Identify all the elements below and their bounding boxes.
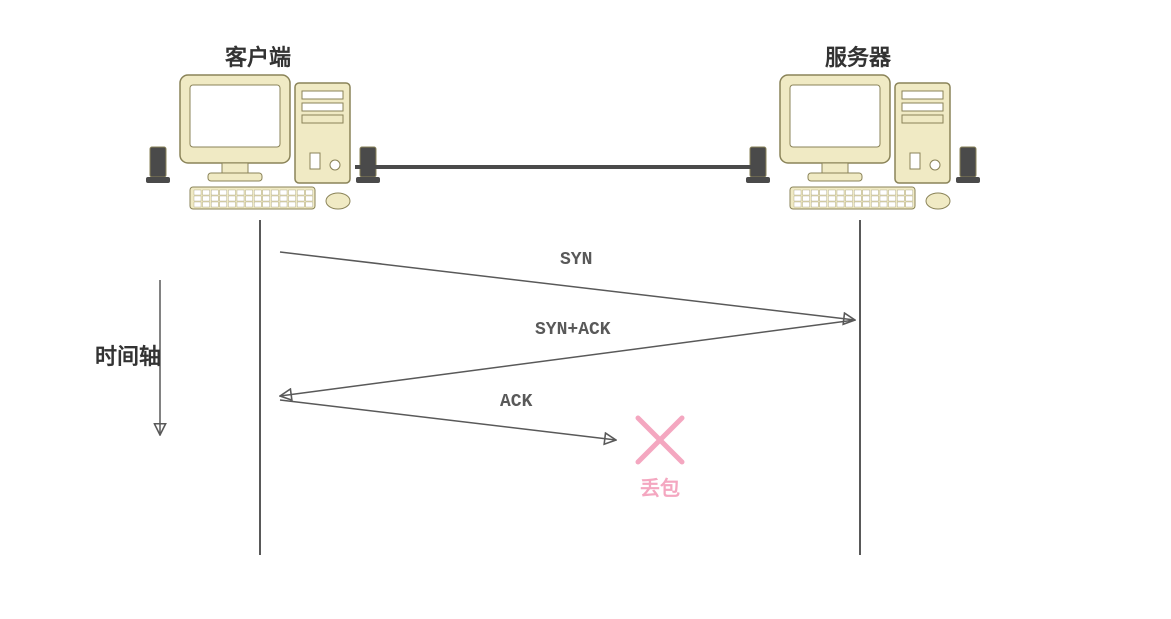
client-label: 客户端 [225, 45, 291, 70]
server-label: 服务器 [825, 45, 892, 70]
syn-label: SYN [560, 250, 592, 270]
time-axis-label: 时间轴 [95, 344, 161, 369]
synack-label: SYN+ACK [535, 320, 611, 340]
ack-label: ACK [500, 392, 533, 412]
packet-loss-label: 丢包 [640, 476, 680, 500]
